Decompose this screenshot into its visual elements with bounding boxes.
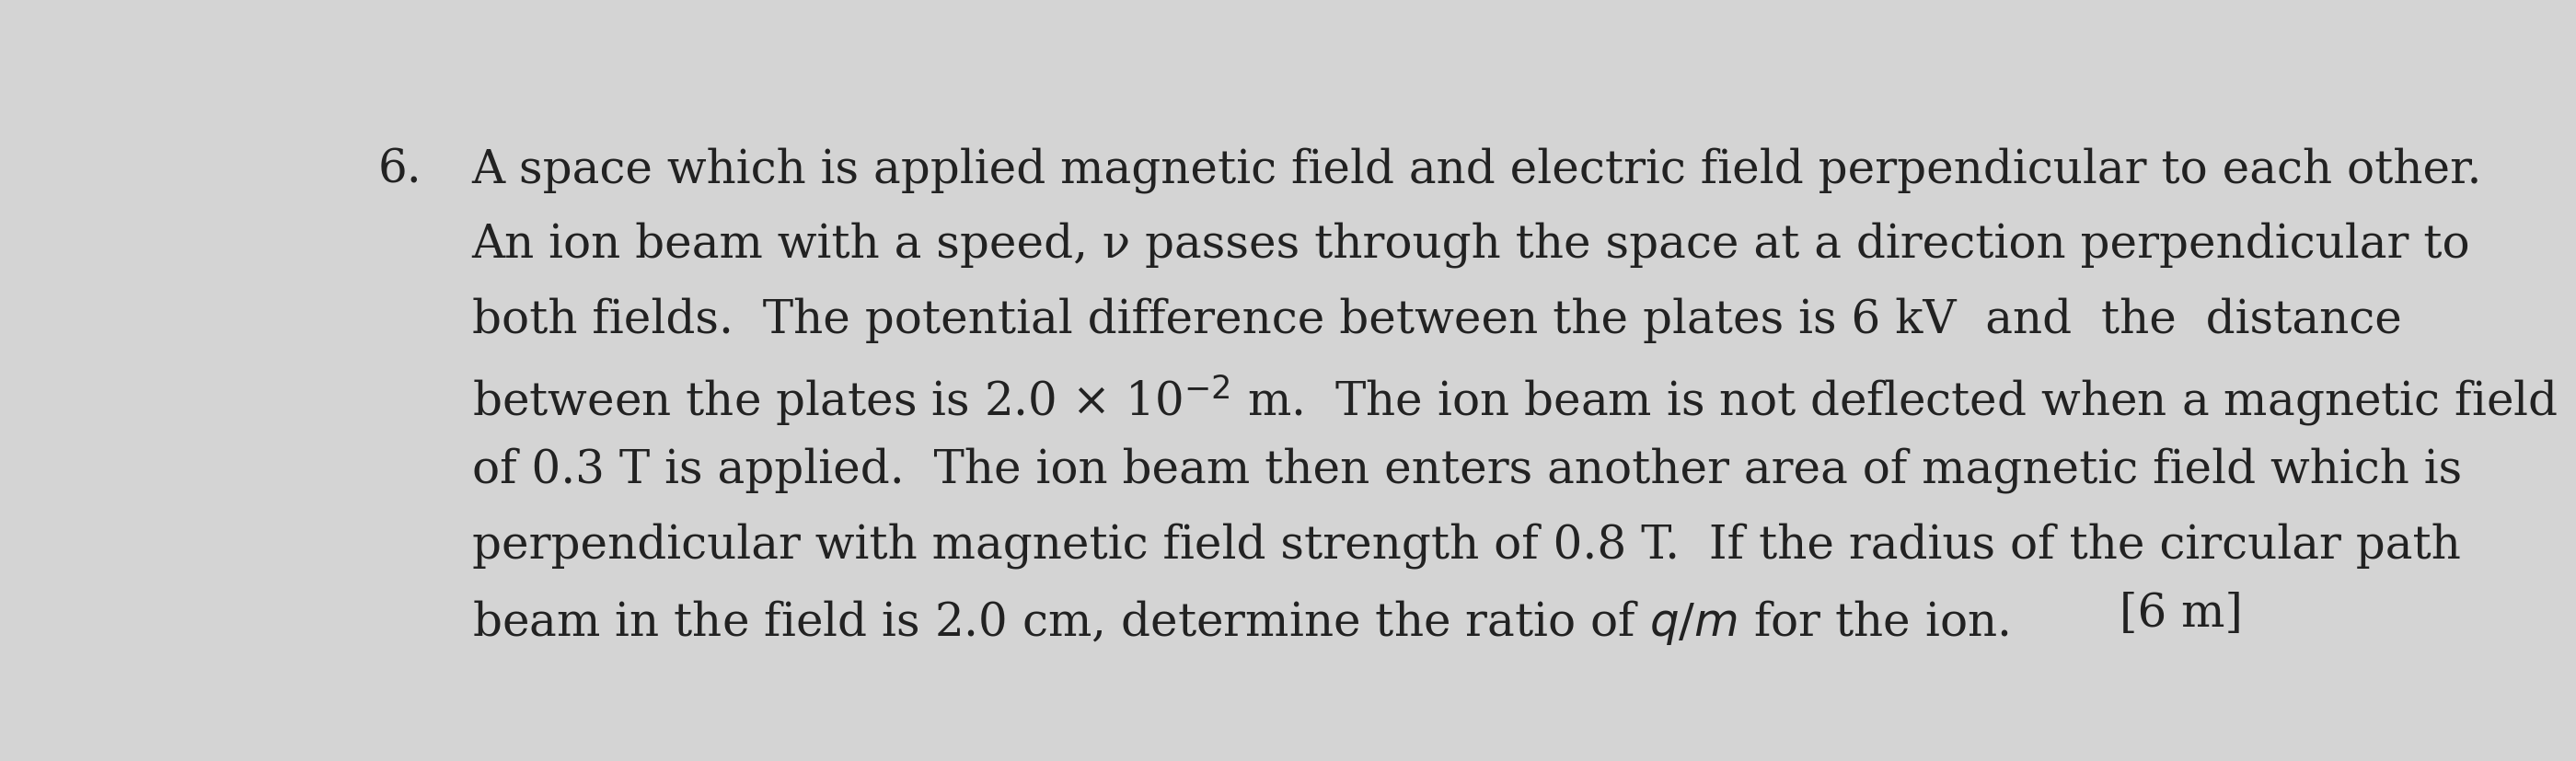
Text: both fields.  The potential difference between the plates is 6 kV  and  the  dis: both fields. The potential difference be… [471, 297, 2401, 342]
Text: A space which is applied magnetic field and electric field perpendicular to each: A space which is applied magnetic field … [471, 147, 2483, 193]
Text: An ion beam with a speed, ν passes through the space at a direction perpendicula: An ion beam with a speed, ν passes throu… [471, 222, 2470, 268]
Text: of 0.3 T is applied.  The ion beam then enters another area of magnetic field wh: of 0.3 T is applied. The ion beam then e… [471, 447, 2463, 493]
Text: perpendicular with magnetic field strength of 0.8 T.  If the radius of the circu: perpendicular with magnetic field streng… [471, 522, 2460, 568]
Text: [6 m]: [6 m] [2120, 591, 2244, 636]
Text: between the plates is 2.0 × 10$^{-2}$ m.  The ion beam is not deflected when a m: between the plates is 2.0 × 10$^{-2}$ m.… [471, 372, 2558, 427]
Text: beam in the field is 2.0 cm, determine the ratio of $\mathit{q/m}$ for the ion.: beam in the field is 2.0 cm, determine t… [471, 597, 2009, 646]
Text: 6.: 6. [379, 147, 422, 193]
